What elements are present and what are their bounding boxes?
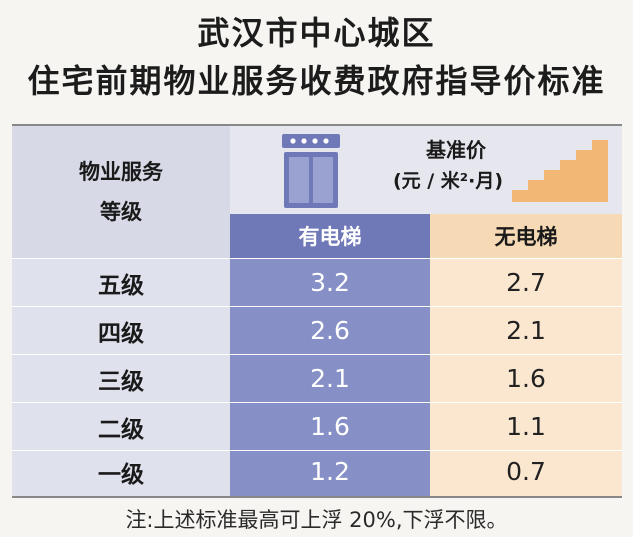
level-cell: 二级: [98, 416, 144, 443]
row-divider: [12, 354, 622, 355]
price-table: 物业服务 等级 基准价 (元 / 米²·月) 有电梯 无电梯 五级 3.2 2.…: [12, 124, 622, 498]
table-row: 五级 3.2 2.7: [12, 259, 622, 306]
no-elevator-price-cell: 2.7: [506, 268, 546, 297]
elevator-price-cell: 1.2: [310, 457, 350, 486]
no-elevator-price-cell: 1.6: [506, 364, 546, 393]
table-row: 四级 2.6 2.1: [12, 307, 622, 354]
col-header-no-elevator: 无电梯: [430, 214, 622, 258]
no-elevator-price-cell: 0.7: [506, 457, 546, 486]
elevator-price-cell: 1.6: [310, 412, 350, 441]
row-divider: [12, 306, 622, 307]
stairs-icon: [512, 140, 608, 202]
title-line-2: 住宅前期物业服务收费政府指导价标准: [27, 62, 606, 100]
elevator-price-cell: 2.1: [310, 364, 350, 393]
table-row: 三级 2.1 1.6: [12, 355, 622, 402]
col-header-elevator: 有电梯: [230, 214, 430, 258]
row-header-line-1: 物业服务: [79, 159, 163, 184]
title-line-1: 武汉市中心城区: [197, 14, 436, 52]
no-elevator-column-bg: [430, 214, 622, 496]
table-row: 二级 1.6 1.1: [12, 403, 622, 450]
footnote: 注:上述标准最高可上浮 20%,下浮不限。: [125, 508, 508, 532]
row-divider: [12, 402, 622, 403]
level-cell: 三级: [98, 368, 144, 395]
row-divider: [12, 258, 622, 259]
unit-subtitle: (元 / 米²·月): [392, 170, 504, 192]
elevator-column-bg: [230, 214, 430, 496]
row-header-line-2: 等级: [100, 199, 142, 224]
level-cell: 五级: [98, 272, 144, 299]
elevator-price-cell: 3.2: [310, 268, 350, 297]
elevator-price-cell: 2.6: [310, 316, 350, 345]
table-row: 一级 1.2 0.7: [12, 448, 622, 495]
unit-title: 基准价: [426, 138, 486, 162]
no-elevator-price-cell: 1.1: [506, 412, 546, 441]
row-divider: [12, 450, 622, 451]
level-cell: 四级: [98, 320, 144, 347]
row-header: 物业服务 等级: [12, 126, 230, 259]
no-elevator-price-cell: 2.1: [506, 316, 546, 345]
level-cell: 一级: [98, 461, 144, 488]
elevator-icon: [282, 134, 340, 208]
